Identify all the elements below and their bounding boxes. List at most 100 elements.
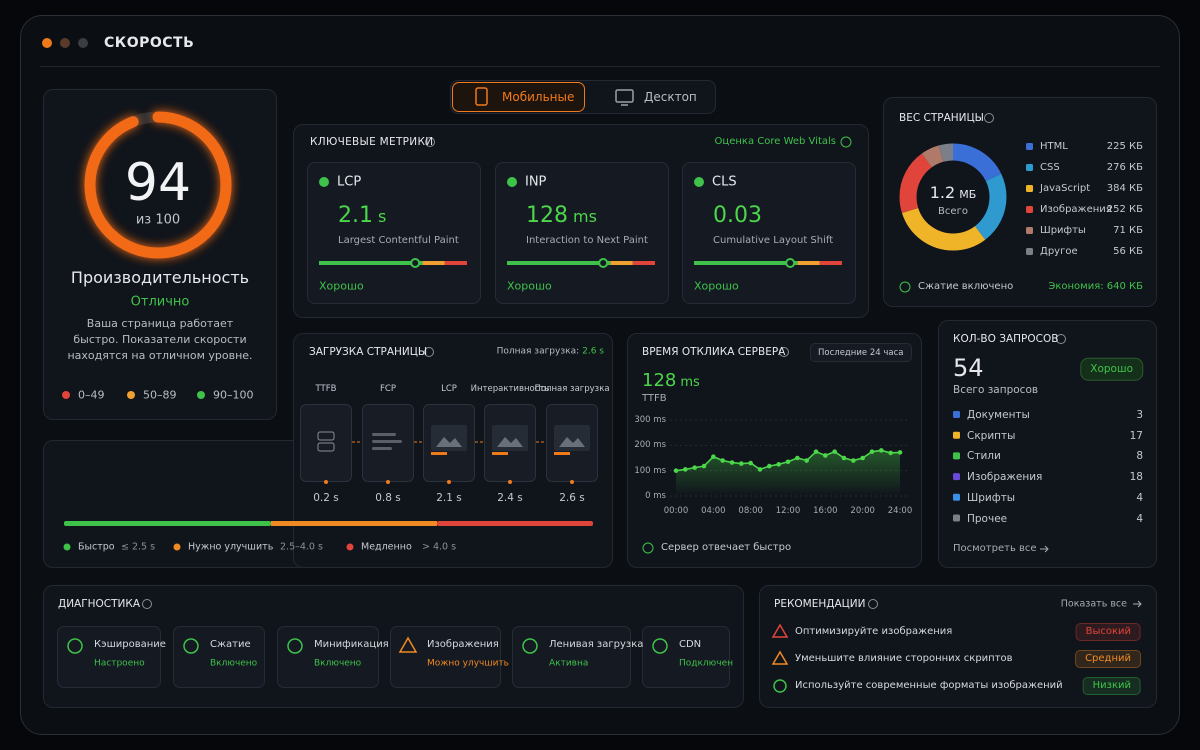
point: [729, 460, 735, 465]
view-all[interactable]: Посмотреть все: [953, 543, 1037, 554]
x-tick-label: 00:00: [663, 505, 689, 516]
weight-total-label: Всего: [938, 206, 968, 217]
donut-segment: [899, 143, 1007, 251]
request-count: 4: [1136, 491, 1143, 504]
metric-value: 2.1 s: [338, 205, 386, 227]
metric-status: Хорошо: [319, 279, 364, 293]
legend-value: 71 КБ: [1113, 225, 1143, 236]
stage-dot: [386, 480, 390, 484]
metric-value: 128 ms: [526, 205, 597, 227]
legend-label: Шрифты: [1040, 225, 1086, 236]
stage-name: TTFB: [315, 383, 337, 394]
check-icon: [773, 679, 787, 693]
legend-label: Нужно улучшить: [188, 541, 274, 553]
requests-total: 54: [953, 354, 984, 382]
y-tick-label: 200 ms: [634, 440, 666, 451]
legend-swatch: [953, 493, 960, 501]
total-number: 1.2: [929, 183, 956, 202]
recommendation-text: Уменьшите влияние сторонних скриптов: [795, 653, 1013, 664]
info-icon: [425, 137, 435, 147]
info-icon: [1056, 334, 1066, 344]
period-select[interactable]: [810, 343, 912, 362]
metric-unit: ms: [573, 207, 597, 226]
recommendation-text: Оптимизируйте изображения: [795, 626, 953, 637]
point: [832, 449, 837, 454]
request-name: Стили: [967, 450, 1001, 463]
legend-swatch: [1026, 185, 1033, 192]
legend-swatch: [1026, 143, 1033, 150]
legend-label: 50–89: [143, 388, 177, 402]
compression: Сжатие включено: [918, 281, 1014, 292]
show-all[interactable]: Показать все: [1060, 598, 1127, 610]
donut-segment: [899, 143, 1007, 251]
diagnostic-card: [512, 626, 631, 688]
panel-title: КЛЮЧЕВЫЕ МЕТРИКИ: [310, 135, 434, 148]
request-name: Прочее: [967, 512, 1008, 525]
response-number: 128: [642, 370, 677, 391]
requests-status: Хорошо: [1080, 357, 1143, 381]
y-tick-label: 300 ms: [634, 414, 666, 425]
tab-active[interactable]: [452, 82, 585, 112]
tab-label[interactable]: Мобильные: [502, 90, 575, 104]
request-count: 4: [1136, 512, 1143, 525]
text-lines: [372, 447, 392, 450]
point: [776, 462, 781, 467]
weight-total: 1.2 МБ: [930, 185, 977, 201]
bar-marker: [785, 258, 796, 268]
point: [739, 461, 744, 466]
window-dot: [42, 38, 52, 48]
legend-label: Изображения: [1040, 204, 1112, 215]
legend-value: 56 КБ: [1113, 246, 1143, 257]
legend-swatch: [953, 514, 960, 522]
panel-title: РЕКОМЕНДАЦИИ: [774, 597, 866, 610]
score-status: Отлично: [130, 294, 190, 310]
metric-number: 0.03: [713, 203, 762, 228]
cwv-badge: Оценка Core Web Vitals: [714, 136, 836, 147]
request-name: Шрифты: [967, 491, 1016, 504]
window-dot: [78, 38, 88, 48]
stage-box: [362, 404, 414, 482]
score-title: Производительность: [70, 268, 250, 287]
progress: [492, 452, 508, 455]
status-dot: [507, 177, 517, 187]
point: [841, 455, 847, 461]
legend-label: HTML: [1040, 141, 1068, 152]
request-name: Документы: [967, 408, 1030, 421]
warning-icon: [771, 623, 789, 638]
info-icon: [779, 347, 789, 357]
point: [757, 467, 763, 472]
diagnostic-status: Активна: [549, 658, 589, 669]
diagnostic-name: Сжатие: [210, 639, 251, 650]
stage-name: Полная загрузка: [534, 383, 610, 394]
info-icon: [984, 113, 994, 123]
legend-dot: [197, 391, 205, 399]
point: [748, 460, 753, 466]
diagnostic-name: Минификация: [314, 639, 389, 650]
request-count: 3: [1136, 408, 1143, 421]
legend-label: Быстро: [78, 541, 115, 553]
image-frame: [431, 425, 467, 451]
bar-marker: [410, 258, 421, 268]
legend-dot: [63, 543, 71, 551]
metric-number: 128: [526, 203, 568, 228]
window-dot: [60, 38, 70, 48]
legend-label: CSS: [1040, 162, 1060, 173]
status-dot: [319, 177, 329, 187]
diagnostic-status: Подключен: [679, 658, 733, 669]
phone-icon: [475, 87, 488, 106]
panel-title: ДИАГНОСТИКА: [58, 597, 141, 610]
priority-badge: Высокий: [1075, 623, 1141, 641]
score-max: из 100: [135, 212, 181, 228]
tab-label[interactable]: Десктоп: [644, 90, 697, 104]
donut-segment: [899, 143, 1007, 251]
text-lines: [372, 440, 402, 443]
bar-mid: [610, 261, 633, 265]
legend-swatch: [953, 411, 960, 418]
period-label[interactable]: Последние 24 часа: [818, 347, 904, 358]
priority-badge: Средний: [1075, 650, 1141, 668]
point: [673, 468, 679, 473]
response-footer: Сервер отвечает быстро: [661, 542, 792, 553]
bar-mid: [422, 261, 445, 265]
point: [823, 453, 828, 458]
bar-good: [319, 261, 423, 265]
